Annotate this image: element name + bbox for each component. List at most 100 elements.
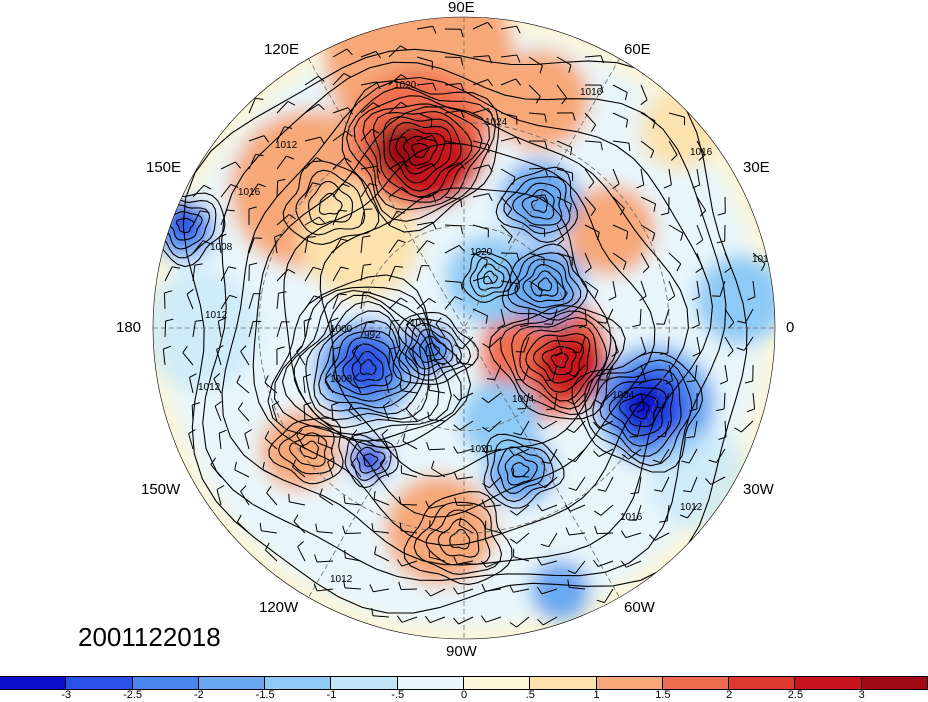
wind-barb xyxy=(620,560,642,568)
wind-barb xyxy=(454,336,474,350)
wind-barb xyxy=(304,182,321,198)
wind-barb xyxy=(313,583,334,592)
wind-barb xyxy=(682,476,698,493)
wind-barb xyxy=(566,392,586,405)
colorbar xyxy=(0,676,928,690)
isobar-line xyxy=(419,335,447,363)
colorbar-tick-label: 0 xyxy=(460,689,468,701)
valid-time-label: 2001122018 xyxy=(78,622,221,652)
isobar-line xyxy=(499,310,617,416)
wind-barb xyxy=(668,224,684,241)
wind-barb xyxy=(405,318,418,338)
isobar-line xyxy=(267,274,472,449)
wind-barb xyxy=(520,308,530,328)
wind-barb xyxy=(500,168,516,185)
isobar-line xyxy=(383,116,462,192)
wind-barb xyxy=(528,167,548,176)
wind-barb xyxy=(214,400,222,422)
wind-barb xyxy=(659,504,670,523)
anomaly-patch xyxy=(695,255,775,345)
isobar-value-label: 1020 xyxy=(470,444,493,455)
wind-barb xyxy=(276,178,286,198)
wind-barb xyxy=(304,295,322,310)
lon-label-180: 180 xyxy=(116,319,142,336)
wind-barb xyxy=(566,420,586,434)
wind-barb xyxy=(444,56,464,66)
lon-label-30e: 30E xyxy=(743,159,770,176)
colorbar-swatch xyxy=(595,676,663,690)
wind-barb xyxy=(374,546,390,562)
wind-barb xyxy=(688,392,698,412)
wind-barb xyxy=(567,448,586,463)
wind-barb xyxy=(640,224,656,242)
wind-barb xyxy=(708,448,726,463)
wind-barb xyxy=(332,183,350,198)
wind-barb xyxy=(332,72,352,86)
wind-barb xyxy=(388,319,400,338)
wind-barb xyxy=(319,488,334,506)
isobar-line xyxy=(483,270,498,285)
wind-barb xyxy=(612,252,627,270)
wind-barb xyxy=(324,373,334,394)
wind-barb xyxy=(472,224,489,238)
wind-barb xyxy=(388,210,405,226)
wind-barb xyxy=(712,280,726,297)
wind-barb xyxy=(528,56,543,74)
isobar-line xyxy=(437,518,480,558)
wind-barb xyxy=(513,420,530,436)
wind-barb xyxy=(584,140,603,151)
lon-label-150e: 150E xyxy=(146,159,182,176)
wind-barb xyxy=(630,476,642,495)
wind-barb xyxy=(237,402,250,422)
graticule-lines xyxy=(153,17,775,639)
wind-barb xyxy=(360,81,381,90)
isobar-line xyxy=(483,433,565,509)
wind-barb xyxy=(402,433,418,450)
wind-barb xyxy=(303,318,312,338)
wind-barb xyxy=(210,457,222,478)
wind-barb xyxy=(567,579,586,590)
colorbar-tick-label: 2.5 xyxy=(787,689,804,701)
wind-barb xyxy=(500,136,521,145)
colorbar-tick-label: -2 xyxy=(193,689,204,701)
wind-barb xyxy=(515,364,530,381)
wind-barb xyxy=(528,112,547,123)
isobar-value-label: 1012 xyxy=(330,574,353,585)
wind-barb xyxy=(396,559,418,567)
wind-barb xyxy=(416,134,438,143)
isobar-line xyxy=(362,453,379,467)
wind-barb xyxy=(472,164,493,173)
wind-barb xyxy=(315,523,334,534)
isobar-value-label: 992 xyxy=(364,330,381,341)
isobar-value-label: 1012 xyxy=(680,502,703,513)
wind-barb xyxy=(164,318,174,338)
wind-barb xyxy=(379,457,390,478)
wind-barb xyxy=(343,579,362,590)
wind-barb xyxy=(388,74,408,86)
wind-barb xyxy=(373,491,390,506)
isobar-value-label: 1016 xyxy=(690,147,713,158)
wind-barb xyxy=(594,525,614,535)
isobar-line xyxy=(618,393,659,428)
wind-barb xyxy=(444,83,465,92)
wind-barb xyxy=(509,504,530,516)
wind-barb xyxy=(556,252,573,266)
wind-barb xyxy=(597,476,614,492)
wind-barb xyxy=(592,559,614,567)
isobar-value-label: 1004 xyxy=(512,394,535,405)
wind-barb xyxy=(371,607,390,618)
colorbar-swatch xyxy=(65,676,133,690)
wind-barb xyxy=(612,84,628,101)
isobar-line xyxy=(313,310,426,415)
wind-barb xyxy=(482,336,502,349)
isobar-line xyxy=(512,182,563,226)
isobar-line xyxy=(411,142,430,158)
wind-barb xyxy=(663,168,672,189)
wind-barb xyxy=(584,224,600,241)
wind-barb xyxy=(752,252,766,272)
colorbar-tick-label: -1 xyxy=(326,689,337,701)
wind-barb xyxy=(444,244,465,254)
isobar-value-label: 1012 xyxy=(410,318,433,329)
wind-barb xyxy=(481,445,502,454)
wind-barb xyxy=(556,224,565,245)
